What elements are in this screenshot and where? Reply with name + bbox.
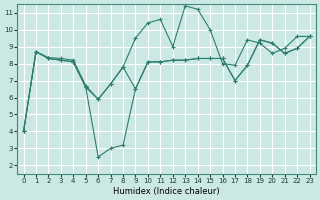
- X-axis label: Humidex (Indice chaleur): Humidex (Indice chaleur): [113, 187, 220, 196]
